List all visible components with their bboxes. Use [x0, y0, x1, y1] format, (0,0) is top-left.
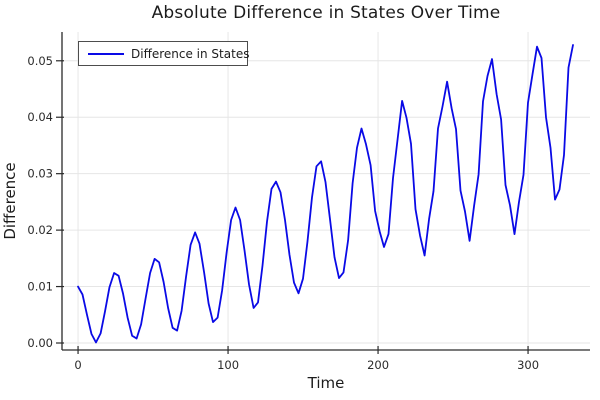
y-tick-label: 0.04: [27, 110, 53, 124]
legend-box: Difference in States: [78, 41, 250, 66]
y-tick-label: 0.01: [27, 280, 53, 294]
x-tick-label: 100: [217, 358, 239, 372]
series-line: [77, 44, 574, 344]
y-axis-label: Difference: [1, 162, 19, 240]
x-tick-label: 300: [517, 358, 539, 372]
y-tick-label: 0.03: [27, 167, 53, 181]
x-tick-label: 200: [367, 358, 389, 372]
x-tick-label: 0: [74, 358, 81, 372]
y-tick-label: 0.05: [27, 54, 53, 68]
chart-title: Absolute Difference in States Over Time: [151, 3, 501, 23]
y-tick-label: 0.00: [27, 336, 53, 350]
legend-line-icon: [88, 52, 124, 55]
x-axis-label: Time: [307, 374, 345, 392]
y-tick-label: 0.02: [27, 223, 53, 237]
legend-label: Difference in States: [131, 46, 250, 61]
